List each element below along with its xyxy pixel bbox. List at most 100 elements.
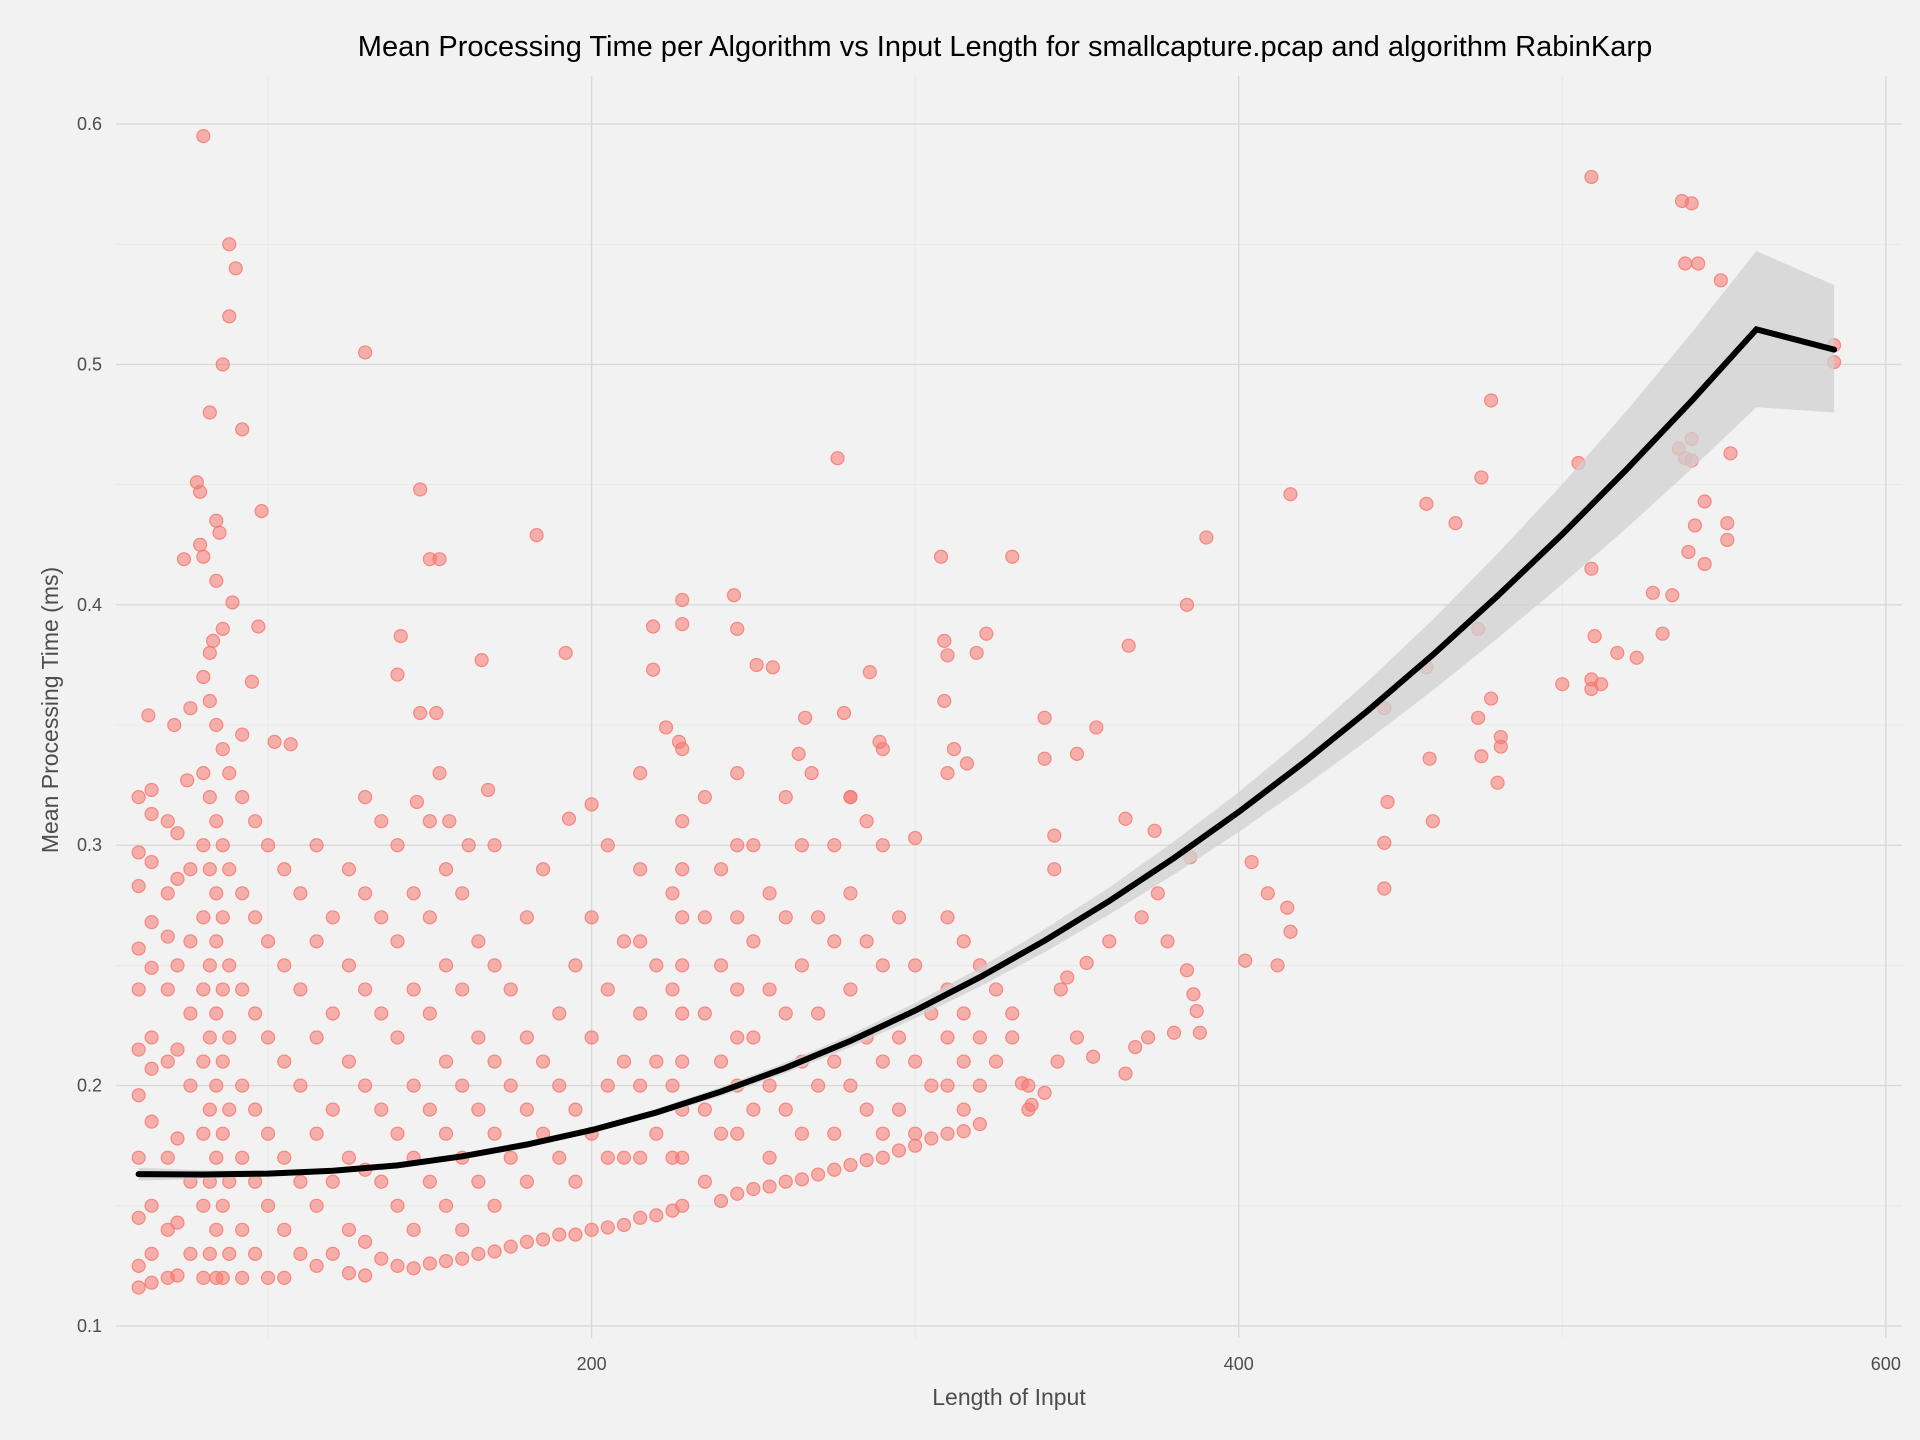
data-point	[749, 657, 764, 673]
data-point	[374, 814, 389, 829]
data-point	[1037, 751, 1052, 766]
data-point	[160, 886, 175, 901]
data-point	[675, 958, 690, 973]
data-point	[891, 1143, 907, 1158]
data-point	[956, 1006, 971, 1021]
major-gridlines	[116, 76, 1902, 1338]
data-point	[196, 1054, 211, 1069]
data-point	[196, 1270, 211, 1286]
data-point	[422, 1006, 437, 1021]
data-point	[675, 741, 690, 757]
data-point	[235, 1078, 250, 1093]
data-point	[202, 693, 217, 709]
data-point	[552, 1006, 567, 1021]
data-point	[225, 595, 240, 610]
data-point	[358, 1234, 373, 1249]
data-point	[600, 1150, 615, 1165]
data-point	[215, 982, 230, 997]
data-point	[422, 1256, 437, 1271]
data-point	[875, 1126, 890, 1141]
data-point	[1166, 1025, 1182, 1040]
data-point	[765, 660, 780, 675]
chart-title: Mean Processing Time per Algorithm vs In…	[358, 31, 1652, 63]
data-point	[762, 886, 777, 901]
data-point	[277, 1270, 292, 1286]
data-point	[762, 1179, 777, 1194]
data-point	[144, 1114, 159, 1129]
data-point	[183, 1006, 198, 1021]
data-point	[503, 1078, 518, 1093]
data-point	[1160, 934, 1175, 949]
data-point	[422, 1102, 437, 1117]
data-point	[519, 1174, 535, 1189]
data-point	[1720, 532, 1735, 548]
data-point	[843, 790, 858, 805]
data-point	[487, 1198, 502, 1213]
data-point	[713, 1126, 729, 1141]
data-point	[658, 720, 674, 735]
data-point	[778, 1102, 793, 1117]
data-point	[480, 782, 496, 798]
data-point	[908, 1138, 923, 1153]
data-point	[260, 934, 276, 949]
data-point	[235, 1270, 250, 1286]
data-point	[455, 982, 470, 997]
data-point	[209, 886, 224, 901]
x-axis-ticks: 200 400 600	[577, 1354, 1901, 1374]
data-point	[222, 237, 237, 252]
data-point	[1377, 881, 1392, 896]
data-point	[471, 1246, 486, 1261]
data-point	[144, 1030, 159, 1045]
data-point	[1079, 955, 1094, 971]
data-point	[309, 934, 324, 949]
data-point	[438, 1198, 454, 1213]
data-point	[794, 958, 810, 973]
data-point	[215, 621, 230, 636]
y-tick-label: 0.6	[77, 114, 102, 134]
data-point	[1134, 910, 1149, 925]
data-point	[228, 261, 243, 276]
data-point	[390, 667, 405, 682]
data-point	[235, 1222, 250, 1237]
data-point	[1283, 487, 1298, 502]
data-point	[746, 1102, 761, 1117]
data-point	[254, 503, 269, 519]
y-tick-label: 0.1	[77, 1316, 102, 1336]
data-point	[713, 1193, 729, 1209]
data-point	[160, 982, 175, 997]
data-point	[730, 838, 745, 853]
data-point	[341, 958, 357, 973]
data-point	[1238, 953, 1253, 968]
data-point	[196, 1198, 211, 1213]
data-point	[144, 1198, 159, 1213]
data-point	[438, 1054, 454, 1069]
data-point	[215, 1270, 230, 1286]
data-point	[406, 1261, 421, 1276]
data-point	[215, 838, 230, 853]
data-point	[160, 814, 175, 829]
data-point	[633, 766, 648, 781]
data-point	[568, 1227, 583, 1242]
data-point	[584, 1030, 599, 1045]
data-point	[209, 573, 224, 588]
data-point	[730, 766, 745, 781]
data-point	[730, 621, 745, 636]
data-point	[1047, 828, 1062, 843]
data-point	[390, 1198, 405, 1213]
data-point	[390, 934, 405, 949]
data-point	[144, 1061, 159, 1076]
data-point	[568, 958, 583, 973]
data-point	[406, 1078, 421, 1093]
data-point	[277, 958, 292, 973]
data-point	[1483, 691, 1499, 706]
data-point	[730, 1186, 745, 1201]
y-tick-label: 0.4	[77, 595, 102, 615]
data-point	[1425, 814, 1440, 829]
data-point	[811, 1006, 826, 1021]
data-point	[979, 626, 994, 641]
data-point	[778, 790, 793, 805]
data-point	[940, 1078, 955, 1093]
data-point	[940, 1126, 955, 1141]
data-point	[940, 648, 955, 663]
data-point	[746, 934, 761, 949]
